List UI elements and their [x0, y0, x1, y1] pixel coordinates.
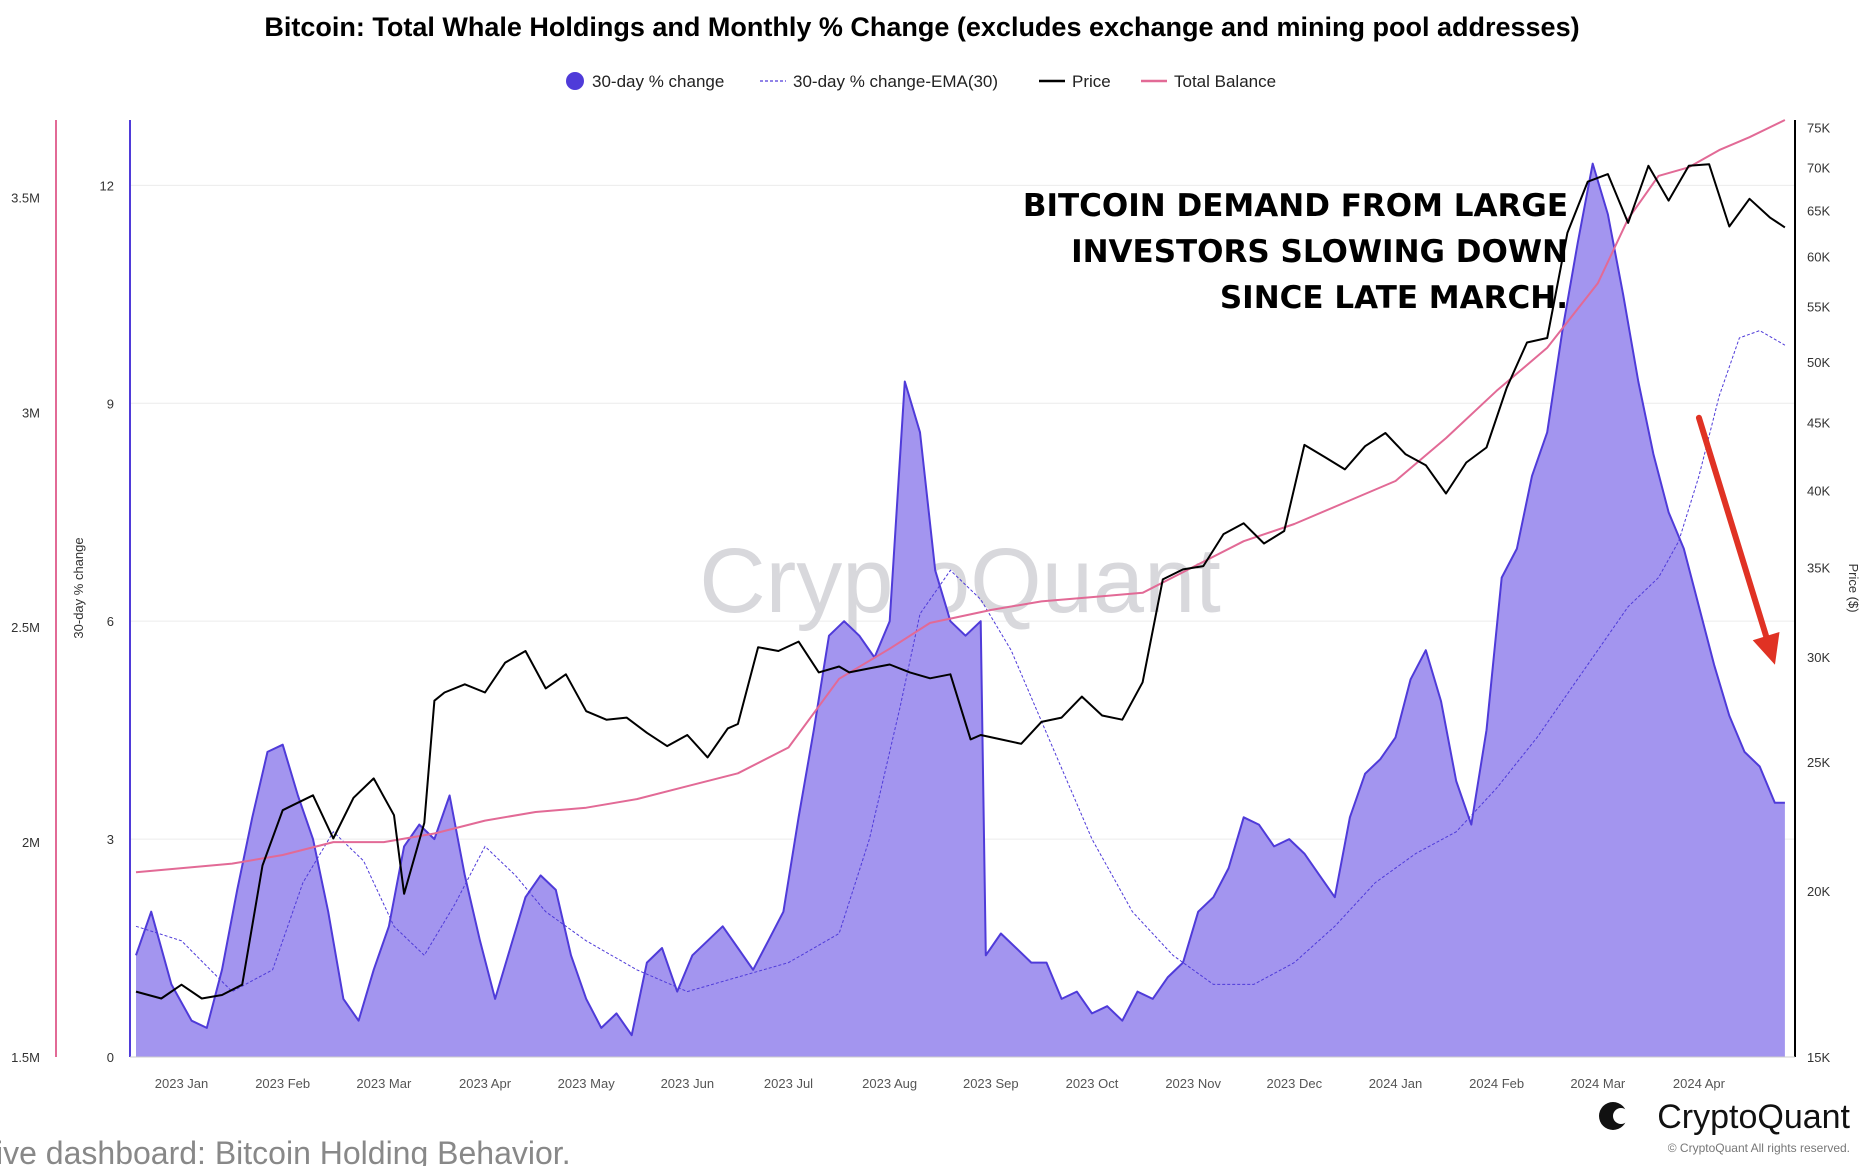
center-tick-label-1: 3 — [107, 832, 114, 847]
legend-item-price[interactable]: Price — [1039, 72, 1111, 91]
left-tick-label-2: 2.5M — [11, 620, 40, 635]
center-tick-label-4: 12 — [100, 178, 114, 193]
x-tick-label-5: 2023 Jun — [661, 1076, 715, 1091]
right-tick-label-10: 65K — [1807, 203, 1830, 218]
watermark: CryptoQuant — [699, 530, 1221, 632]
annotation-line-1: BITCOIN DEMAND FROM LARGE — [1023, 188, 1568, 224]
caption: ive dashboard: Bitcoin Holding Behavior. — [0, 1135, 571, 1166]
right-tick-label-6: 45K — [1807, 416, 1830, 431]
right-tick-label-4: 35K — [1807, 561, 1830, 576]
x-tick-label-0: 2023 Jan — [155, 1076, 209, 1091]
axis-ticks: 1.5M 2M 2.5M 3M 3.5M 0 3 6 9 12 15K 20K 25K 30K 35K 40K… — [11, 121, 1830, 1091]
legend-item-pct-change[interactable]: 30-day % change — [566, 72, 724, 91]
right-tick-label-12: 75K — [1807, 121, 1830, 136]
right-tick-label-7: 50K — [1807, 355, 1830, 370]
right-axis-title: Price ($) — [1846, 563, 1861, 612]
legend-label-ema: 30-day % change-EMA(30) — [793, 72, 998, 91]
right-tick-label-0: 15K — [1807, 1050, 1830, 1065]
x-tick-label-14: 2024 Mar — [1570, 1076, 1626, 1091]
legend-item-balance[interactable]: Total Balance — [1141, 72, 1276, 91]
annotation-line-3: SINCE LATE MARCH. — [1220, 280, 1568, 316]
series-pct-change-area — [136, 163, 1785, 1058]
series-ema-line — [135, 330, 1786, 993]
x-tick-label-13: 2024 Feb — [1469, 1076, 1524, 1091]
x-tick-label-11: 2023 Dec — [1266, 1076, 1322, 1091]
chart-title: Bitcoin: Total Whale Holdings and Monthl… — [264, 12, 1579, 42]
x-tick-label-15: 2024 Apr — [1673, 1076, 1726, 1091]
legend-item-ema[interactable]: 30-day % change-EMA(30) — [760, 72, 998, 91]
x-tick-label-6: 2023 Jul — [764, 1076, 813, 1091]
annotation-line-2: INVESTORS SLOWING DOWN — [1071, 234, 1568, 270]
x-tick-label-3: 2023 Apr — [459, 1076, 512, 1091]
legend-label-balance: Total Balance — [1174, 72, 1276, 91]
left-tick-label-1: 2M — [22, 835, 40, 850]
left-tick-label-0: 1.5M — [11, 1050, 40, 1065]
right-tick-label-1: 20K — [1807, 884, 1830, 899]
right-tick-label-2: 25K — [1807, 755, 1830, 770]
copyright: © CryptoQuant All rights reserved. — [1668, 1141, 1850, 1155]
right-tick-label-8: 55K — [1807, 300, 1830, 315]
left-tick-label-3: 3M — [22, 405, 40, 420]
annotation-arrow-shaft — [1695, 414, 1770, 640]
legend: 30-day % change 30-day % change-EMA(30) … — [566, 72, 1276, 91]
right-tick-label-3: 30K — [1807, 650, 1830, 665]
annotation-arrow-icon — [1695, 414, 1780, 665]
brand-logo: CryptoQuant — [1599, 1098, 1851, 1136]
left-tick-label-4: 3.5M — [11, 190, 40, 205]
x-tick-label-9: 2023 Oct — [1066, 1076, 1119, 1091]
x-tick-label-7: 2023 Aug — [862, 1076, 917, 1091]
legend-label-price: Price — [1072, 72, 1111, 91]
annotation-arrow-head — [1752, 631, 1780, 665]
right-tick-label-11: 70K — [1807, 160, 1830, 175]
annotation: BITCOIN DEMAND FROM LARGE INVESTORS SLOW… — [1023, 188, 1780, 665]
series-total-balance-line — [135, 119, 1786, 874]
x-tick-label-8: 2023 Sep — [963, 1076, 1019, 1091]
series-pct-change-line — [135, 162, 1785, 1037]
right-tick-label-9: 60K — [1807, 250, 1830, 265]
legend-dot-icon — [566, 72, 584, 90]
center-tick-label-3: 9 — [107, 396, 114, 411]
center-axis-title: 30-day % change — [71, 537, 86, 638]
legend-label-pct-change: 30-day % change — [592, 72, 724, 91]
x-tick-label-12: 2024 Jan — [1369, 1076, 1423, 1091]
center-tick-label-0: 0 — [107, 1050, 114, 1065]
series-price-line — [135, 163, 1786, 1000]
right-tick-label-5: 40K — [1807, 484, 1830, 499]
x-tick-label-4: 2023 May — [558, 1076, 616, 1091]
x-tick-label-2: 2023 Mar — [356, 1076, 412, 1091]
x-tick-label-10: 2023 Nov — [1165, 1076, 1221, 1091]
brand-name: CryptoQuant — [1657, 1098, 1850, 1136]
series-layer — [135, 119, 1786, 1058]
x-tick-label-1: 2023 Feb — [255, 1076, 310, 1091]
center-tick-label-2: 6 — [107, 614, 114, 629]
brand-mark-cutout — [1613, 1108, 1629, 1124]
